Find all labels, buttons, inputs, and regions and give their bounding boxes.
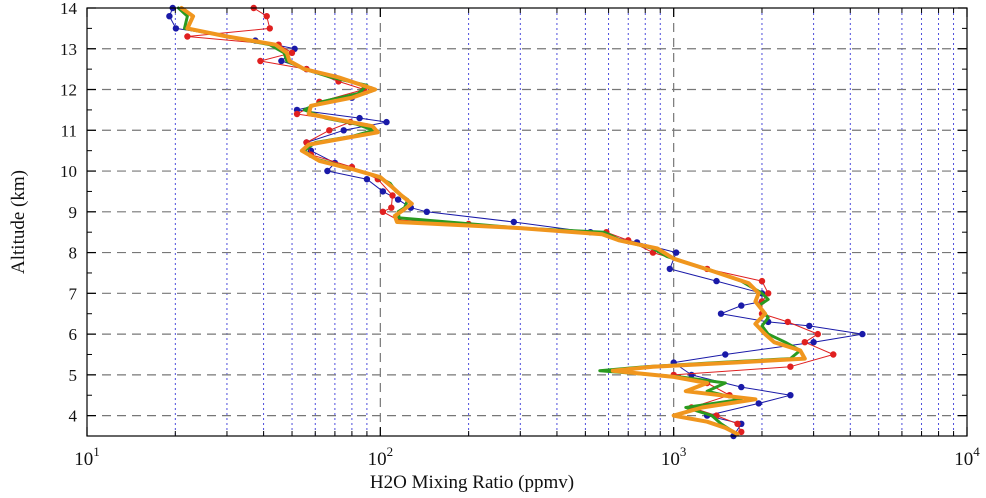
- data-point: [755, 400, 762, 407]
- x-tick-label-exponent: 2: [387, 444, 394, 459]
- data-point: [166, 13, 173, 20]
- data-point: [172, 25, 180, 32]
- data-point: [734, 420, 741, 427]
- x-tick-label-exponent: 4: [973, 444, 980, 459]
- data-point: [266, 25, 273, 32]
- x-tick-label-base: 10: [74, 449, 93, 470]
- data-point: [324, 167, 331, 175]
- plot-frame: [86, 7, 968, 437]
- y-tick-label: 13: [60, 40, 77, 59]
- x-tick-label: 101: [74, 444, 100, 470]
- data-point: [510, 218, 517, 226]
- y-axis-title: Altitude (km): [8, 170, 29, 274]
- x-tick-label: 104: [954, 444, 980, 470]
- data-point: [326, 127, 333, 134]
- data-point: [379, 188, 387, 195]
- y-tick-label: 4: [69, 407, 78, 426]
- x-tick-label-base: 10: [368, 449, 387, 470]
- series-line: [179, 6, 807, 436]
- data-point: [666, 265, 673, 273]
- series-4: [179, 6, 807, 436]
- data-point: [784, 318, 791, 326]
- data-point: [738, 428, 745, 436]
- x-axis-ticks: [86, 8, 968, 436]
- x-tick-label: 102: [368, 444, 394, 470]
- data-point: [263, 13, 270, 20]
- data-point: [717, 310, 725, 317]
- data-point: [394, 196, 402, 203]
- data-point: [830, 351, 837, 358]
- major-gridlines: [87, 8, 967, 436]
- x-tick-label: 103: [661, 444, 687, 470]
- data-point: [383, 118, 390, 126]
- data-point: [806, 322, 813, 330]
- data-point: [810, 339, 817, 346]
- x-tick-label-base: 10: [954, 449, 973, 470]
- minor-gridlines: [174, 8, 955, 436]
- data-point: [713, 277, 720, 285]
- x-tick-label-base: 10: [661, 449, 680, 470]
- data-point: [801, 339, 808, 346]
- data-point: [738, 383, 745, 391]
- y-tick-label: 14: [60, 0, 78, 18]
- data-point: [257, 57, 264, 65]
- x-tick-label-exponent: 1: [93, 444, 100, 459]
- y-tick-label: 10: [60, 162, 77, 181]
- data-point: [340, 127, 347, 134]
- data-point: [278, 57, 285, 65]
- data-point: [673, 249, 680, 256]
- y-tick-label: 8: [69, 244, 78, 263]
- y-tick-label: 6: [69, 325, 78, 344]
- data-point: [859, 330, 866, 338]
- x-axis-tick-labels: 101 102 103 104: [74, 444, 980, 470]
- y-tick-label: 7: [69, 284, 78, 303]
- data-point: [293, 110, 301, 118]
- y-tick-label: 5: [69, 366, 78, 385]
- data-point: [379, 208, 387, 215]
- data-point: [787, 392, 794, 399]
- data-point: [722, 351, 729, 358]
- y-tick-label: 9: [69, 203, 78, 222]
- x-axis-title: H2O Mixing Ratio (ppmv): [370, 472, 574, 493]
- x-tick-label-exponent: 3: [680, 444, 687, 459]
- data-point: [184, 33, 191, 40]
- data-point: [758, 277, 766, 285]
- series-layer: [166, 4, 866, 440]
- data-point: [814, 330, 821, 338]
- data-point: [288, 49, 296, 56]
- data-point: [356, 114, 363, 122]
- data-point: [765, 290, 772, 297]
- y-tick-label: 12: [60, 81, 77, 100]
- data-point: [738, 302, 745, 309]
- data-point: [363, 176, 371, 183]
- data-point: [423, 208, 430, 215]
- data-point: [388, 204, 395, 211]
- data-point: [389, 192, 396, 199]
- y-tick-label: 11: [61, 121, 77, 140]
- data-point: [787, 363, 794, 370]
- y-axis-tick-labels: 4 5 6 7 8 9 10 11 12 13 14: [60, 0, 78, 426]
- y-axis-ticks: [87, 7, 967, 437]
